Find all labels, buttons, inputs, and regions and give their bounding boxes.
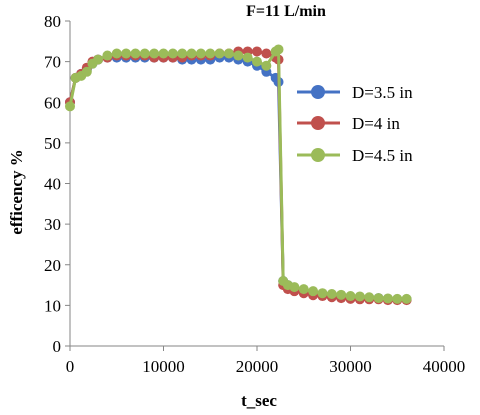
data-point: [93, 54, 104, 65]
data-point: [336, 289, 347, 300]
data-point: [354, 291, 365, 302]
data-point: [317, 288, 328, 299]
legend-label: D=4.5 in: [352, 146, 413, 165]
data-point: [289, 282, 300, 293]
data-point: [121, 48, 132, 59]
legend-marker: [311, 116, 325, 130]
y-tick-label: 60: [44, 93, 61, 112]
data-point: [261, 48, 272, 59]
data-point: [195, 48, 206, 59]
data-point: [326, 289, 337, 299]
data-point: [130, 48, 141, 59]
data-point: [273, 44, 284, 55]
x-tick-label: 10000: [142, 357, 185, 376]
legend-item: D=4 in: [297, 114, 400, 133]
data-point: [364, 292, 375, 303]
data-point: [149, 48, 160, 59]
data-point: [186, 48, 197, 59]
legend-marker: [311, 148, 325, 162]
x-axis-label: t_sec: [241, 391, 277, 410]
ticks: 0 10 20 30 40 50 60 70 80 0 10000 20000 30000 40000: [44, 12, 465, 376]
legend-marker: [311, 85, 325, 99]
data-point: [102, 50, 113, 61]
legend: D=3.5 in D=4 in D=4.5 in: [297, 83, 413, 165]
data-point: [65, 101, 75, 112]
data-point: [177, 48, 188, 59]
y-tick-label: 40: [44, 175, 61, 194]
data-point: [401, 293, 412, 304]
data-point: [214, 48, 225, 59]
x-tick-label: 30000: [329, 357, 372, 376]
legend-label: D=3.5 in: [352, 83, 413, 102]
x-tick-label: 20000: [236, 357, 279, 376]
data-point: [308, 286, 319, 297]
y-tick-label: 0: [53, 337, 62, 356]
x-tick-label: 0: [66, 357, 75, 376]
data-point: [167, 48, 178, 59]
y-tick-label: 70: [44, 53, 61, 72]
legend-label: D=4 in: [352, 114, 400, 133]
chart-title: F=11 L/min: [246, 3, 326, 20]
series-layer: [65, 44, 412, 306]
data-point: [233, 50, 244, 61]
data-point: [139, 48, 150, 59]
data-point: [298, 284, 309, 295]
data-point: [81, 66, 92, 77]
y-tick-label: 20: [44, 256, 61, 275]
data-point: [373, 293, 384, 304]
y-tick-label: 80: [44, 12, 61, 31]
data-point: [382, 293, 393, 304]
data-point: [205, 48, 216, 59]
series-3: [65, 44, 412, 304]
data-point: [345, 291, 356, 302]
legend-item: D=4.5 in: [297, 146, 413, 165]
data-point: [392, 293, 403, 304]
data-point: [111, 48, 122, 59]
y-tick-label: 10: [44, 296, 61, 315]
y-axis-label: efficency %: [7, 149, 26, 234]
legend-item: D=3.5 in: [297, 83, 413, 102]
y-tick-label: 30: [44, 215, 61, 234]
data-point: [252, 46, 262, 57]
data-point: [261, 60, 272, 71]
data-point: [242, 52, 253, 63]
data-point: [223, 48, 234, 59]
data-point: [252, 56, 262, 67]
x-tick-label: 40000: [423, 357, 466, 376]
data-point: [158, 48, 169, 59]
y-tick-label: 50: [44, 134, 61, 153]
